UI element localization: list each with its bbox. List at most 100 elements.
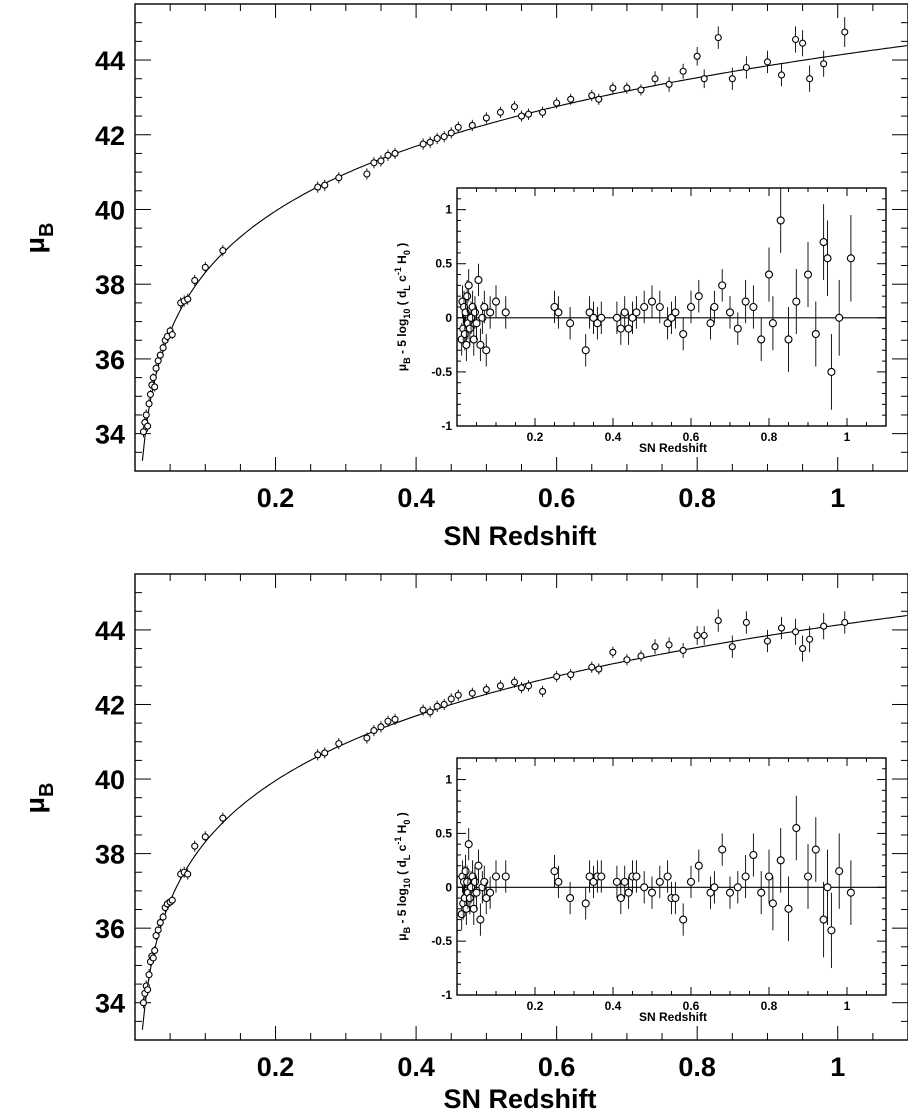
x-tick-label: 0.8: [678, 483, 716, 513]
inset-data-point: [784, 335, 793, 344]
inset-y-tick-label: -1: [441, 419, 452, 433]
inset-data-point: [491, 872, 501, 881]
inset-data-point: [464, 840, 473, 849]
data-point: [609, 648, 617, 656]
data-point: [820, 622, 828, 630]
data-point: [377, 157, 385, 165]
data-point: [419, 140, 427, 148]
data-point: [433, 134, 441, 143]
y-tick-label: 36: [95, 914, 125, 944]
inset-data-point: [640, 883, 649, 892]
inset-y-axis-title-part: -1: [393, 267, 403, 275]
inset-data-point: [566, 319, 575, 328]
inset-data-point: [554, 308, 563, 317]
inset-data-point: [823, 254, 832, 263]
inset-data-point: [811, 329, 820, 339]
data-point: [154, 926, 162, 934]
data-point: [763, 637, 772, 645]
inset-data-point: [764, 270, 774, 279]
inset-y-axis-title: μB - 5 log10 ( dL c-1 H0 ): [393, 812, 412, 940]
inset-data-point: [749, 850, 758, 860]
data-point: [841, 618, 849, 627]
data-point: [370, 727, 378, 735]
data-point: [588, 91, 596, 100]
data-point: [468, 689, 476, 697]
inset-data-point: [501, 872, 510, 881]
data-point: [841, 28, 849, 36]
data-point: [553, 99, 561, 107]
inset-data-point: [710, 302, 719, 312]
inset-data-point: [472, 888, 481, 897]
y-tick-label: 42: [95, 690, 125, 720]
data-point: [700, 631, 708, 640]
inset-data-point: [725, 888, 735, 897]
data-point: [679, 67, 687, 75]
data-point: [806, 75, 814, 83]
data-point: [335, 174, 343, 182]
inset-data-point: [620, 308, 629, 317]
data-point: [363, 170, 371, 178]
data-point: [777, 624, 786, 632]
inset-data-point: [474, 275, 483, 285]
inset-data-point: [469, 904, 478, 913]
inset-data-point: [776, 216, 785, 225]
data-point: [447, 129, 455, 137]
inset-data-point: [462, 904, 471, 913]
inset-data-point: [655, 877, 664, 886]
inset-y-axis-title-part: μ: [395, 933, 409, 940]
inset-data-point: [671, 308, 680, 317]
inset-data-point: [679, 915, 688, 924]
data-point: [447, 695, 455, 703]
inset-y-axis-title-part: ): [395, 812, 409, 819]
data-point: [149, 374, 157, 382]
data-point: [799, 645, 807, 653]
inset-y-axis-title-part: ( d: [395, 860, 409, 878]
inset-x-tick-label: 0.8: [761, 430, 778, 444]
inset-x-tick-label: 0.2: [527, 430, 544, 444]
data-point: [792, 35, 800, 44]
inset-y-tick-label: -0.5: [431, 934, 452, 948]
data-point: [440, 700, 448, 709]
inset-x-tick-label: 0.4: [605, 430, 622, 444]
inset-data-point: [694, 292, 703, 301]
data-point: [151, 383, 159, 391]
inset-x-tick-label: 0.8: [761, 999, 778, 1013]
inset-data-point: [482, 346, 491, 355]
inset-data-point: [554, 877, 563, 886]
inset-data-point: [823, 883, 832, 892]
data-point: [152, 364, 160, 372]
inset-data-point: [463, 292, 472, 301]
inset-data-point: [803, 270, 813, 279]
x-axis-title: SN Redshift: [443, 521, 596, 551]
inset-data-point: [819, 238, 828, 247]
data-point: [454, 123, 462, 131]
y-tick-label: 36: [95, 345, 125, 375]
data-point: [742, 618, 750, 627]
inset-data-point: [612, 313, 621, 322]
data-point: [742, 63, 750, 72]
y-tick-label: 44: [95, 46, 125, 76]
inset-y-tick-label: 0: [445, 311, 452, 325]
data-point: [363, 734, 371, 742]
inset-x-tick-label: 1: [844, 430, 851, 444]
inset-data-point: [784, 904, 793, 913]
inset-data-point: [835, 867, 844, 876]
data-point: [496, 108, 504, 116]
inset-data-point: [480, 877, 489, 886]
inset-y-axis-title-part: μ: [395, 364, 409, 371]
inset-y-tick-label: 1: [445, 203, 452, 217]
inset-data-point: [480, 302, 489, 312]
data-point: [191, 276, 199, 285]
data-point: [144, 986, 152, 994]
inset-data-point: [581, 899, 590, 908]
data-point: [651, 643, 659, 651]
inset-data-point: [663, 872, 672, 881]
data-point: [168, 896, 176, 904]
inset-y-tick-label: 1: [445, 773, 452, 787]
inset-data-point: [640, 302, 649, 312]
data-point: [693, 52, 701, 60]
inset-data-point: [472, 319, 481, 328]
inset-x-axis-title: SN Redshift: [639, 1010, 707, 1024]
data-point: [426, 138, 434, 146]
inset-x-axis-title: SN Redshift: [639, 441, 707, 455]
